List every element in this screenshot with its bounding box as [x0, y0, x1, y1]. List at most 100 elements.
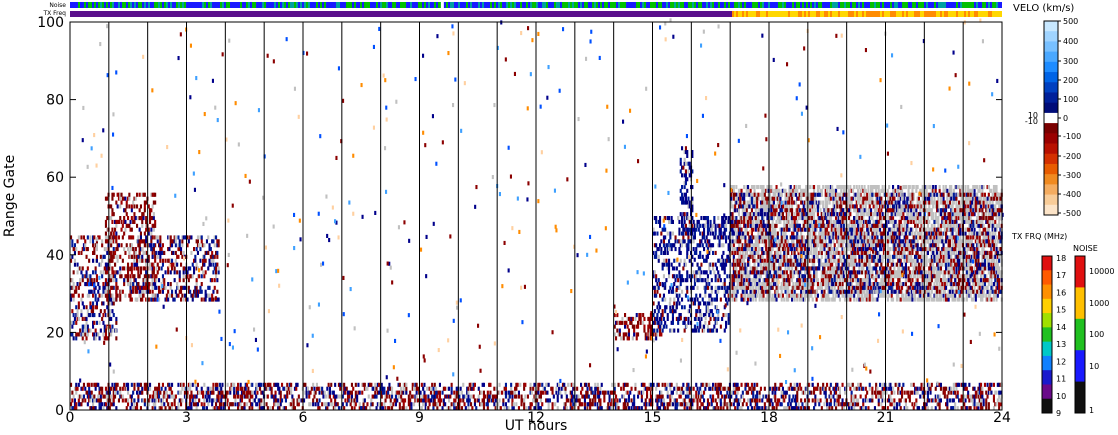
echo-cell [296, 382, 299, 387]
noise-strip-cell [940, 2, 942, 8]
echo-cell [985, 398, 988, 403]
echo-cell [90, 289, 93, 294]
echo-cell [706, 231, 709, 236]
echo-cell [353, 398, 356, 403]
echo-cell [939, 386, 942, 391]
echo-cell [824, 390, 827, 395]
echo-cell [317, 406, 320, 411]
txfreq-strip-cell [882, 11, 884, 17]
echo-cell [787, 402, 790, 407]
echo-cell [168, 394, 171, 399]
echo-cell [454, 394, 457, 399]
echo-cell [160, 398, 163, 403]
echo-cell [101, 258, 104, 263]
echo-cell [670, 394, 673, 399]
echo-cell [94, 305, 97, 310]
echo-cell [995, 402, 998, 407]
echo-cell [560, 394, 563, 399]
echo-cell [686, 243, 689, 248]
txfreq-strip-cell [428, 11, 430, 17]
noise-strip-cell [848, 2, 850, 8]
echo-cell [273, 382, 276, 387]
echo-cell [323, 390, 326, 395]
echo-cell [110, 293, 113, 298]
echo-cell [709, 293, 712, 298]
echo-cell [304, 390, 307, 395]
echo-cell [668, 247, 671, 252]
echo-cell [970, 394, 973, 399]
echo-cell [696, 402, 699, 407]
echo-cell [669, 235, 672, 240]
echo-cell [458, 390, 461, 395]
txfreq-strip-cell [554, 11, 556, 17]
echo-cell [167, 297, 170, 302]
noise-strip-cell [326, 2, 328, 8]
echo-cell [112, 247, 115, 252]
echo-cell [719, 382, 722, 387]
echo-cell [756, 402, 759, 407]
txfreq-strip-cell [876, 11, 878, 17]
noise-strip-cell [704, 2, 706, 8]
echo-cell [317, 386, 320, 391]
echo-cell [666, 247, 669, 252]
txfreq-strip-cell [338, 11, 340, 17]
echo-cell [336, 402, 339, 407]
echo-cell [594, 386, 597, 391]
echo-cell [108, 274, 111, 279]
echo-cell [591, 398, 594, 403]
echo-cell [402, 406, 405, 411]
echo-cell [163, 390, 166, 395]
echo-cell [345, 402, 348, 407]
echo-cell [143, 231, 146, 236]
echo-cell [77, 402, 80, 407]
noise-strip-cell [198, 2, 200, 8]
echo-cell [155, 390, 158, 395]
echo-cell [643, 324, 646, 329]
echo-cell [116, 285, 119, 290]
echo-cell [190, 406, 193, 411]
echo-cell [695, 223, 698, 228]
echo-cell [640, 382, 643, 387]
echo-cell [215, 402, 218, 407]
echo-cell [450, 402, 453, 407]
echo-cell [213, 278, 216, 283]
noise-strip-cell [692, 2, 694, 8]
noise-strip-cell [306, 2, 308, 8]
echo-cell [110, 285, 113, 290]
echo-cell [706, 223, 709, 228]
echo-cell [523, 386, 526, 391]
echo-cell [675, 390, 678, 395]
noise-strip-cell [558, 2, 560, 8]
echo-cell [445, 394, 448, 399]
echo-cell [292, 402, 295, 407]
echo-cell [255, 402, 258, 407]
echo-cell [954, 402, 957, 407]
echo-cell [198, 289, 201, 294]
echo-cell [968, 398, 971, 403]
echo-cell [665, 402, 668, 407]
txfreq-strip-cell [170, 11, 172, 17]
echo-cell [199, 289, 202, 294]
echo-cell [305, 394, 308, 399]
echo-cell [999, 382, 1002, 387]
echo-cell [75, 320, 78, 325]
noise-strip-cell [800, 2, 802, 8]
echo-cell [603, 390, 606, 395]
echo-cell [625, 320, 628, 325]
echo-cell [659, 282, 662, 287]
echo-cell [580, 390, 583, 395]
echo-cell [89, 274, 92, 279]
echo-cell [154, 402, 157, 407]
echo-cell [99, 398, 102, 403]
echo-cell [688, 258, 691, 263]
echo-cell [353, 406, 356, 411]
echo-cell [947, 386, 950, 391]
echo-cell [410, 406, 413, 411]
txfreq-strip-cell [484, 11, 486, 17]
noise-strip-cell [228, 2, 230, 8]
echo-cell [139, 293, 142, 298]
echo-cell [706, 274, 709, 279]
noise-strip-cell [512, 2, 514, 8]
echo-cell [754, 402, 757, 407]
noise-strip-cell [506, 2, 508, 8]
